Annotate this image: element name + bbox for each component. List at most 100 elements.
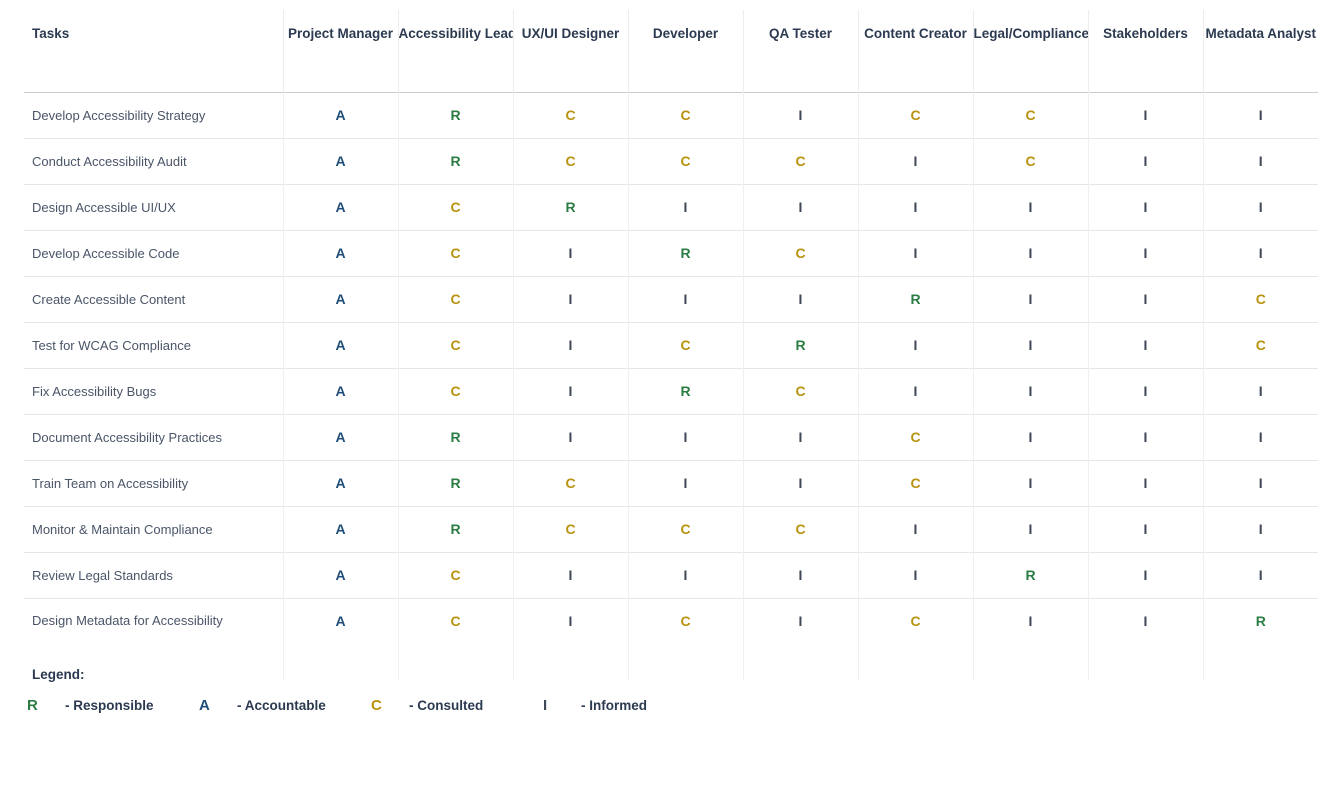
raci-cell: I: [512, 414, 628, 460]
raci-cell: I: [1087, 276, 1203, 322]
raci-cell: C: [512, 460, 628, 506]
raci-cell: A: [282, 184, 398, 230]
legend-label: - Informed: [581, 698, 647, 713]
column-header-tasks: Tasks: [32, 26, 70, 41]
task-cell: Fix Accessibility Bugs: [32, 383, 157, 399]
task-cell: Test for WCAG Compliance: [32, 337, 191, 353]
raci-cell: I: [857, 138, 973, 184]
raci-cell: I: [1202, 138, 1318, 184]
task-cell: Design Accessible UI/UX: [32, 199, 176, 215]
raci-cell: C: [512, 506, 628, 552]
raci-cell: I: [1202, 184, 1318, 230]
raci-cell: R: [627, 230, 743, 276]
raci-cell: A: [282, 552, 398, 598]
raci-cell: C: [1202, 322, 1318, 368]
column-header-role: UX/UI Designer: [512, 10, 628, 92]
table-header-row: Tasks Project Manager Accessibility Lead UX…: [24, 10, 1318, 92]
legend-label: - Consulted: [409, 698, 484, 713]
task-cell: Monitor & Maintain Compliance: [32, 521, 213, 537]
raci-cell: I: [1087, 184, 1203, 230]
table-row: Design Metadata for Accessibility A C I C I C I…: [24, 598, 1318, 680]
raci-cell: I: [1087, 322, 1203, 368]
raci-cell: I: [742, 414, 858, 460]
raci-cell: I: [742, 598, 858, 680]
column-header-role: Project Manager: [282, 10, 398, 92]
task-cell: Train Team on Accessibility: [32, 475, 189, 491]
raci-cell: C: [627, 598, 743, 680]
raci-cell: I: [1087, 460, 1203, 506]
legend-item: A - Accountable: [196, 697, 368, 714]
task-cell: Conduct Accessibility Audit: [32, 153, 187, 169]
table-row: Document Accessibility Practices A R I I I C I I…: [24, 414, 1318, 460]
raci-cell: A: [282, 230, 398, 276]
raci-cell: I: [512, 276, 628, 322]
raci-cell: I: [627, 276, 743, 322]
raci-cell: C: [857, 92, 973, 138]
raci-cell: I: [972, 598, 1088, 680]
table-row: Train Team on Accessibility A R C I I C I I I: [24, 460, 1318, 506]
raci-cell: A: [282, 598, 398, 680]
legend-label: - Responsible: [65, 698, 154, 713]
table-row: Develop Accessible Code A C I R C I I I I: [24, 230, 1318, 276]
legend-letter: A: [199, 697, 210, 714]
column-header-role: Legal/Compliance: [972, 10, 1088, 92]
raci-cell: A: [282, 276, 398, 322]
raci-cell: I: [972, 414, 1088, 460]
table-row: Develop Accessibility Strategy A R C C I C C I I: [24, 92, 1318, 138]
raci-cell: I: [972, 184, 1088, 230]
raci-cell: I: [972, 460, 1088, 506]
raci-cell: I: [512, 552, 628, 598]
raci-cell: I: [512, 230, 628, 276]
raci-cell: C: [397, 368, 513, 414]
task-cell: Design Metadata for Accessibility: [32, 612, 223, 628]
legend-letter: I: [543, 697, 548, 714]
raci-cell: R: [397, 460, 513, 506]
raci-cell: I: [857, 552, 973, 598]
raci-cell: C: [742, 368, 858, 414]
raci-cell: C: [1202, 276, 1318, 322]
raci-cell: I: [972, 230, 1088, 276]
raci-cell: C: [512, 92, 628, 138]
table-header: Tasks Project Manager Accessibility Lead UX…: [24, 10, 1318, 92]
raci-cell: I: [627, 184, 743, 230]
raci-cell: I: [627, 460, 743, 506]
raci-cell: I: [742, 460, 858, 506]
raci-cell: I: [1087, 414, 1203, 460]
raci-cell: R: [397, 138, 513, 184]
raci-cell: A: [282, 138, 398, 184]
raci-cell: A: [282, 414, 398, 460]
column-header-role: Accessibility Lead: [397, 10, 513, 92]
table-row: Monitor & Maintain Compliance A R C C C I I I I: [24, 506, 1318, 552]
raci-cell: C: [397, 276, 513, 322]
table-row: Conduct Accessibility Audit A R C C C I C I I: [24, 138, 1318, 184]
raci-cell: C: [512, 138, 628, 184]
raci-cell: I: [1087, 138, 1203, 184]
raci-cell: I: [1087, 506, 1203, 552]
raci-cell: I: [1087, 230, 1203, 276]
raci-cell: I: [512, 322, 628, 368]
raci-cell: I: [972, 322, 1088, 368]
raci-cell: C: [627, 138, 743, 184]
column-header-role: Content Creator: [857, 10, 973, 92]
raci-cell: I: [627, 552, 743, 598]
raci-cell: I: [857, 184, 973, 230]
column-header-role: Stakeholders: [1087, 10, 1203, 92]
raci-cell: I: [857, 230, 973, 276]
legend-letter: R: [27, 697, 38, 714]
raci-cell: C: [397, 552, 513, 598]
raci-cell: A: [282, 92, 398, 138]
raci-cell: I: [1087, 552, 1203, 598]
column-header-role: Developer: [627, 10, 743, 92]
raci-cell: C: [742, 506, 858, 552]
raci-cell: C: [972, 138, 1088, 184]
raci-cell: R: [397, 506, 513, 552]
raci-cell: I: [1202, 414, 1318, 460]
table-row: Fix Accessibility Bugs A C I R C I I I I: [24, 368, 1318, 414]
raci-cell: I: [972, 506, 1088, 552]
raci-cell: C: [397, 322, 513, 368]
raci-cell: I: [1087, 598, 1203, 680]
task-cell: Document Accessibility Practices: [32, 429, 223, 445]
raci-cell: C: [397, 598, 513, 680]
raci-cell: A: [282, 322, 398, 368]
